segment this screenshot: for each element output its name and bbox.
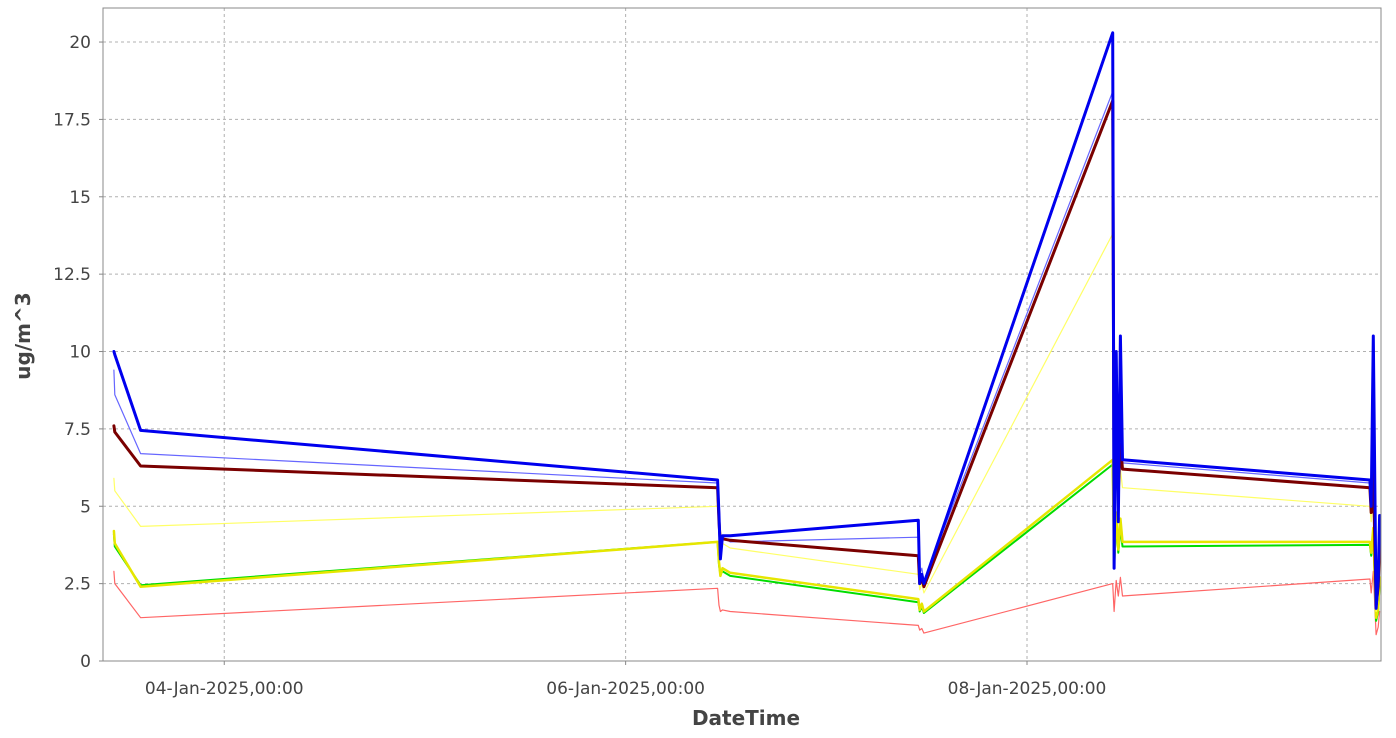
grid [103, 8, 1381, 661]
series-line-5 [113, 90, 1381, 606]
y-tick-label: 15 [69, 188, 91, 208]
x-tick-label: 06-Jan-2025,00:00 [546, 679, 705, 699]
y-tick-label: 17.5 [53, 110, 91, 130]
x-axis-title: DateTime [692, 706, 800, 730]
series-group [112, 31, 1382, 636]
plot-frame [102, 7, 1382, 662]
y-tick-label: 7.5 [64, 420, 91, 440]
x-axis: 04-Jan-2025,00:00 06-Jan-2025,00:00 08-Jan… [145, 661, 1106, 699]
series-line-6 [112, 99, 1382, 607]
series-line-4 [113, 233, 1381, 613]
y-axis-title: ug/m^3 [11, 292, 35, 379]
y-tick-label: 12.5 [53, 265, 91, 285]
x-tick-label: 04-Jan-2025,00:00 [145, 679, 304, 699]
y-tick-label: 10 [69, 343, 91, 363]
y-tick-label: 2.5 [64, 575, 91, 595]
series-line-7 [112, 31, 1382, 610]
y-axis: 0 2.5 5 7.5 10 12.5 15 17.5 20 [53, 33, 103, 672]
y-tick-label: 20 [69, 33, 91, 53]
series-line-1 [113, 570, 1381, 636]
y-tick-label: 0 [80, 652, 91, 672]
x-tick-label: 08-Jan-2025,00:00 [948, 679, 1107, 699]
series-line-3 [112, 458, 1381, 619]
y-tick-label: 5 [80, 497, 91, 517]
